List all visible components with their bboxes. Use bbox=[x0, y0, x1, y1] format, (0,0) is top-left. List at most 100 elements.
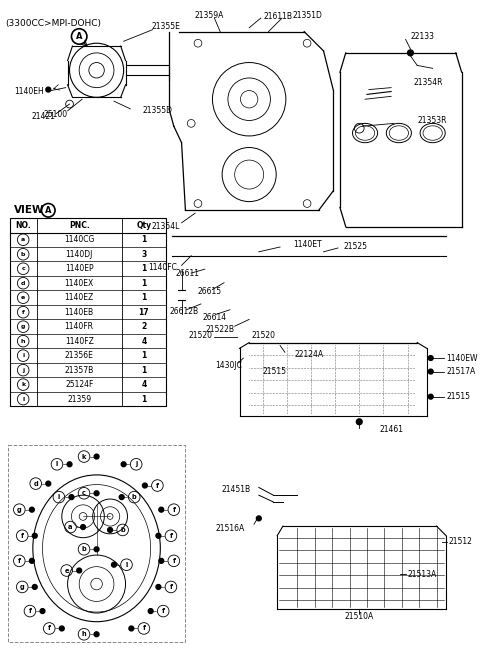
Text: 21515: 21515 bbox=[263, 367, 287, 376]
Text: 26615: 26615 bbox=[197, 287, 221, 296]
Text: a: a bbox=[68, 524, 73, 530]
Circle shape bbox=[159, 507, 164, 512]
Text: 21451B: 21451B bbox=[222, 485, 251, 494]
Text: NO.: NO. bbox=[15, 221, 31, 230]
Text: 1: 1 bbox=[141, 365, 146, 375]
Text: d: d bbox=[34, 481, 38, 487]
Text: 1430JC: 1430JC bbox=[216, 362, 242, 370]
Text: 21520: 21520 bbox=[251, 331, 275, 341]
Circle shape bbox=[428, 356, 433, 360]
Text: f: f bbox=[156, 483, 159, 489]
Text: 1140EZ: 1140EZ bbox=[65, 293, 94, 302]
Circle shape bbox=[40, 608, 45, 614]
Text: f: f bbox=[143, 626, 145, 631]
Text: j: j bbox=[135, 461, 137, 467]
Circle shape bbox=[129, 626, 134, 631]
Circle shape bbox=[156, 533, 161, 538]
Text: A: A bbox=[45, 206, 51, 215]
Circle shape bbox=[29, 507, 34, 512]
Text: 21512: 21512 bbox=[448, 537, 472, 546]
Circle shape bbox=[60, 626, 64, 631]
Circle shape bbox=[67, 462, 72, 467]
Circle shape bbox=[428, 369, 433, 374]
Text: 21461: 21461 bbox=[380, 425, 404, 434]
Text: 4: 4 bbox=[141, 380, 146, 389]
Text: 21520: 21520 bbox=[188, 331, 212, 341]
Circle shape bbox=[94, 547, 99, 552]
Text: 21351D: 21351D bbox=[292, 10, 322, 20]
Text: 22124A: 22124A bbox=[295, 350, 324, 359]
Text: 22133: 22133 bbox=[411, 32, 435, 41]
Text: 26612B: 26612B bbox=[169, 307, 198, 316]
Text: 1140FC: 1140FC bbox=[148, 263, 177, 272]
Circle shape bbox=[256, 516, 261, 521]
Text: h: h bbox=[82, 631, 86, 637]
Text: VIEW: VIEW bbox=[13, 205, 44, 215]
Text: 1140EH: 1140EH bbox=[14, 87, 44, 96]
Text: 4: 4 bbox=[141, 337, 146, 346]
Circle shape bbox=[94, 454, 99, 459]
Text: d: d bbox=[21, 281, 25, 286]
Text: f: f bbox=[172, 558, 175, 564]
Text: 1140EP: 1140EP bbox=[65, 264, 94, 273]
Text: f: f bbox=[18, 558, 21, 564]
Circle shape bbox=[46, 87, 51, 92]
Text: l: l bbox=[125, 562, 128, 568]
Text: f: f bbox=[21, 533, 24, 539]
Text: e: e bbox=[64, 567, 69, 574]
Circle shape bbox=[32, 533, 37, 538]
Text: 25100: 25100 bbox=[44, 110, 68, 119]
Circle shape bbox=[46, 481, 51, 486]
Text: 1: 1 bbox=[141, 394, 146, 403]
Circle shape bbox=[159, 559, 164, 563]
Text: i: i bbox=[58, 494, 60, 500]
Text: f: f bbox=[48, 626, 51, 631]
Circle shape bbox=[69, 495, 74, 500]
Text: a: a bbox=[21, 237, 25, 242]
Text: 21357B: 21357B bbox=[65, 365, 94, 375]
Text: f: f bbox=[22, 310, 24, 314]
Text: g: g bbox=[17, 507, 22, 513]
Text: 21510A: 21510A bbox=[345, 612, 374, 622]
Text: 21353R: 21353R bbox=[417, 116, 447, 125]
Text: f: f bbox=[169, 584, 172, 590]
Text: (3300CC>MPI-DOHC): (3300CC>MPI-DOHC) bbox=[5, 20, 101, 28]
Text: e: e bbox=[21, 295, 25, 300]
Circle shape bbox=[156, 584, 161, 590]
Text: 21517A: 21517A bbox=[446, 367, 475, 376]
Circle shape bbox=[111, 562, 116, 567]
Text: 25124F: 25124F bbox=[65, 380, 94, 389]
Text: 1140EX: 1140EX bbox=[65, 279, 94, 288]
Text: f: f bbox=[172, 507, 175, 513]
Text: PNC.: PNC. bbox=[69, 221, 90, 230]
Text: k: k bbox=[21, 382, 25, 387]
Text: 21354R: 21354R bbox=[413, 79, 443, 87]
Text: 1140FR: 1140FR bbox=[65, 322, 94, 331]
Text: 21355E: 21355E bbox=[152, 22, 180, 31]
Circle shape bbox=[428, 394, 433, 399]
Text: Qty: Qty bbox=[136, 221, 152, 230]
Text: f: f bbox=[162, 608, 165, 614]
Text: 21515: 21515 bbox=[446, 392, 470, 401]
Text: l: l bbox=[22, 396, 24, 402]
Circle shape bbox=[108, 527, 112, 533]
Text: 3: 3 bbox=[141, 250, 146, 259]
Text: 21611B: 21611B bbox=[264, 12, 293, 21]
Circle shape bbox=[143, 483, 147, 488]
Text: g: g bbox=[20, 584, 24, 590]
Text: 21359: 21359 bbox=[67, 394, 91, 403]
Text: 21354L: 21354L bbox=[152, 222, 180, 231]
Text: f: f bbox=[169, 533, 172, 539]
Text: i: i bbox=[22, 353, 24, 358]
Text: 1140EB: 1140EB bbox=[65, 308, 94, 316]
Text: 1140ET: 1140ET bbox=[293, 240, 322, 249]
Text: 26611: 26611 bbox=[176, 269, 200, 278]
Text: 1140EW: 1140EW bbox=[446, 354, 478, 363]
Text: c: c bbox=[82, 490, 86, 496]
Circle shape bbox=[356, 419, 362, 424]
Text: A: A bbox=[76, 32, 83, 41]
Circle shape bbox=[29, 559, 34, 563]
Text: 1: 1 bbox=[141, 264, 146, 273]
Text: b: b bbox=[132, 494, 136, 500]
Text: k: k bbox=[82, 453, 86, 460]
